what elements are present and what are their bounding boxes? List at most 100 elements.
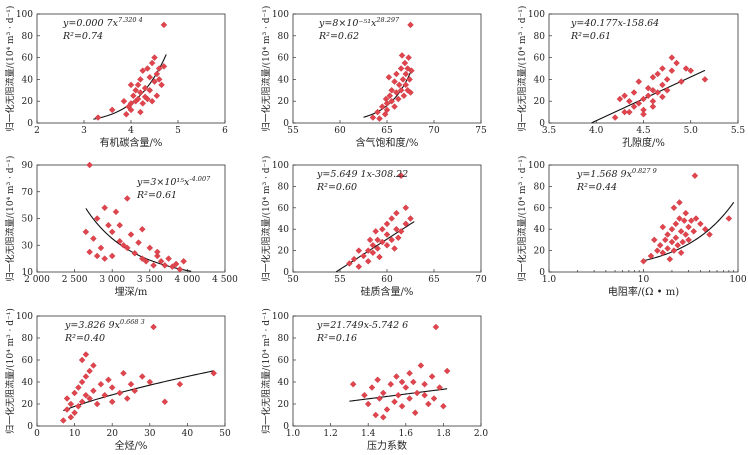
y-axis-label: 归一化无阻流量/(10⁴ m³ · d⁻¹): [516, 156, 528, 282]
data-point: [672, 220, 680, 228]
y-tick-label: 20: [22, 97, 34, 107]
data-point: [677, 228, 685, 235]
data-point: [682, 209, 690, 217]
data-point: [101, 204, 108, 212]
y-tick-label: 80: [22, 32, 34, 42]
y-tick-label: 20: [278, 400, 290, 410]
y-tick-label: 0: [539, 119, 545, 129]
data-point: [382, 95, 390, 103]
data-point: [666, 255, 674, 263]
data-point: [146, 244, 154, 252]
data-point: [394, 234, 402, 242]
chart-panel-7: 0 10 20 30 40 50 0 20 40 60 80 100 全烃/% 归一化无阻流量/(10⁴ …: [4, 308, 231, 452]
data-point: [78, 356, 86, 364]
data-point: [108, 252, 116, 260]
data-point: [78, 398, 86, 406]
x-tick-label: 4.0: [589, 126, 604, 136]
data-point: [399, 76, 407, 83]
x-tick-label: 1.4: [361, 429, 376, 439]
data-point: [621, 108, 628, 116]
data-point: [372, 411, 380, 419]
data-point: [410, 378, 417, 386]
y-tick-label: 40: [278, 378, 290, 388]
data-point: [364, 400, 372, 408]
data-point: [123, 195, 131, 202]
data-point: [120, 369, 127, 377]
x-axis-label: 埋深/m: [115, 286, 148, 298]
data-point: [86, 248, 93, 256]
data-point: [385, 73, 393, 81]
x-tick-label: 5: [175, 126, 181, 136]
data-point: [138, 373, 146, 380]
data-point: [649, 73, 657, 81]
y-tick-label: 100: [272, 161, 289, 171]
data-point: [138, 225, 146, 233]
x-tick-label: 0: [34, 429, 40, 439]
y-tick-label: 40: [278, 75, 290, 85]
y-tick-label: 0: [283, 422, 289, 432]
data-point: [421, 391, 428, 399]
data-point: [725, 215, 733, 222]
data-point: [650, 236, 658, 244]
x-tick-label: 2: [34, 126, 40, 136]
data-point: [649, 103, 657, 110]
data-point: [659, 249, 667, 257]
data-point: [82, 228, 90, 236]
data-point: [82, 351, 90, 358]
x-tick-label: 5.5: [731, 126, 746, 136]
data-point: [75, 384, 82, 391]
data-point: [387, 380, 395, 388]
x-tick-label: 5.0: [684, 126, 699, 136]
data-point: [644, 92, 652, 100]
y-tick-label: 60: [534, 204, 546, 214]
fit-equation: y=0.000 7x7.320 4: [62, 16, 143, 29]
data-point: [169, 263, 176, 270]
data-point: [101, 255, 108, 262]
x-axis-label: 含气饱和度/%: [356, 136, 419, 149]
data-point: [120, 241, 127, 249]
data-point: [158, 81, 165, 89]
data-point: [407, 89, 414, 96]
data-point: [82, 373, 90, 380]
data-point: [398, 378, 406, 386]
data-point: [388, 97, 395, 105]
data-point: [172, 260, 180, 268]
data-point: [701, 76, 709, 83]
x-tick-label: 20: [106, 429, 118, 439]
data-point: [402, 81, 410, 89]
data-point: [131, 387, 139, 395]
data-point: [397, 87, 405, 94]
data-point: [668, 238, 676, 246]
data-point: [141, 84, 149, 92]
r-squared-label: R²=0.60: [316, 182, 357, 193]
data-point: [402, 204, 410, 212]
y-tick-label: 40: [534, 75, 546, 85]
data-point: [349, 380, 357, 388]
data-point: [690, 228, 698, 235]
data-point: [654, 247, 661, 254]
data-point: [132, 87, 139, 94]
data-point: [408, 67, 415, 74]
data-point: [386, 92, 394, 100]
data-point: [383, 406, 391, 413]
data-point: [82, 391, 90, 399]
y-tick-label: 60: [278, 356, 290, 366]
y-tick-label: 80: [278, 334, 290, 344]
data-point: [180, 258, 187, 265]
plot-frame: [292, 315, 482, 427]
x-tick-label: 4 000: [175, 275, 201, 285]
data-point: [670, 204, 678, 212]
data-point: [154, 248, 161, 256]
y-axis-label: 归一化无阻流量/(10⁴ m³ · d⁻¹): [260, 308, 272, 434]
data-point: [659, 81, 666, 89]
y-tick-label: 0: [539, 268, 545, 278]
data-point: [635, 100, 643, 107]
data-point: [672, 234, 680, 242]
x-tick-label: 2 500: [62, 275, 88, 285]
data-point: [432, 323, 440, 331]
x-tick-label: 55: [334, 275, 346, 285]
data-point: [108, 398, 116, 406]
data-point: [369, 249, 377, 257]
data-point: [364, 247, 372, 254]
